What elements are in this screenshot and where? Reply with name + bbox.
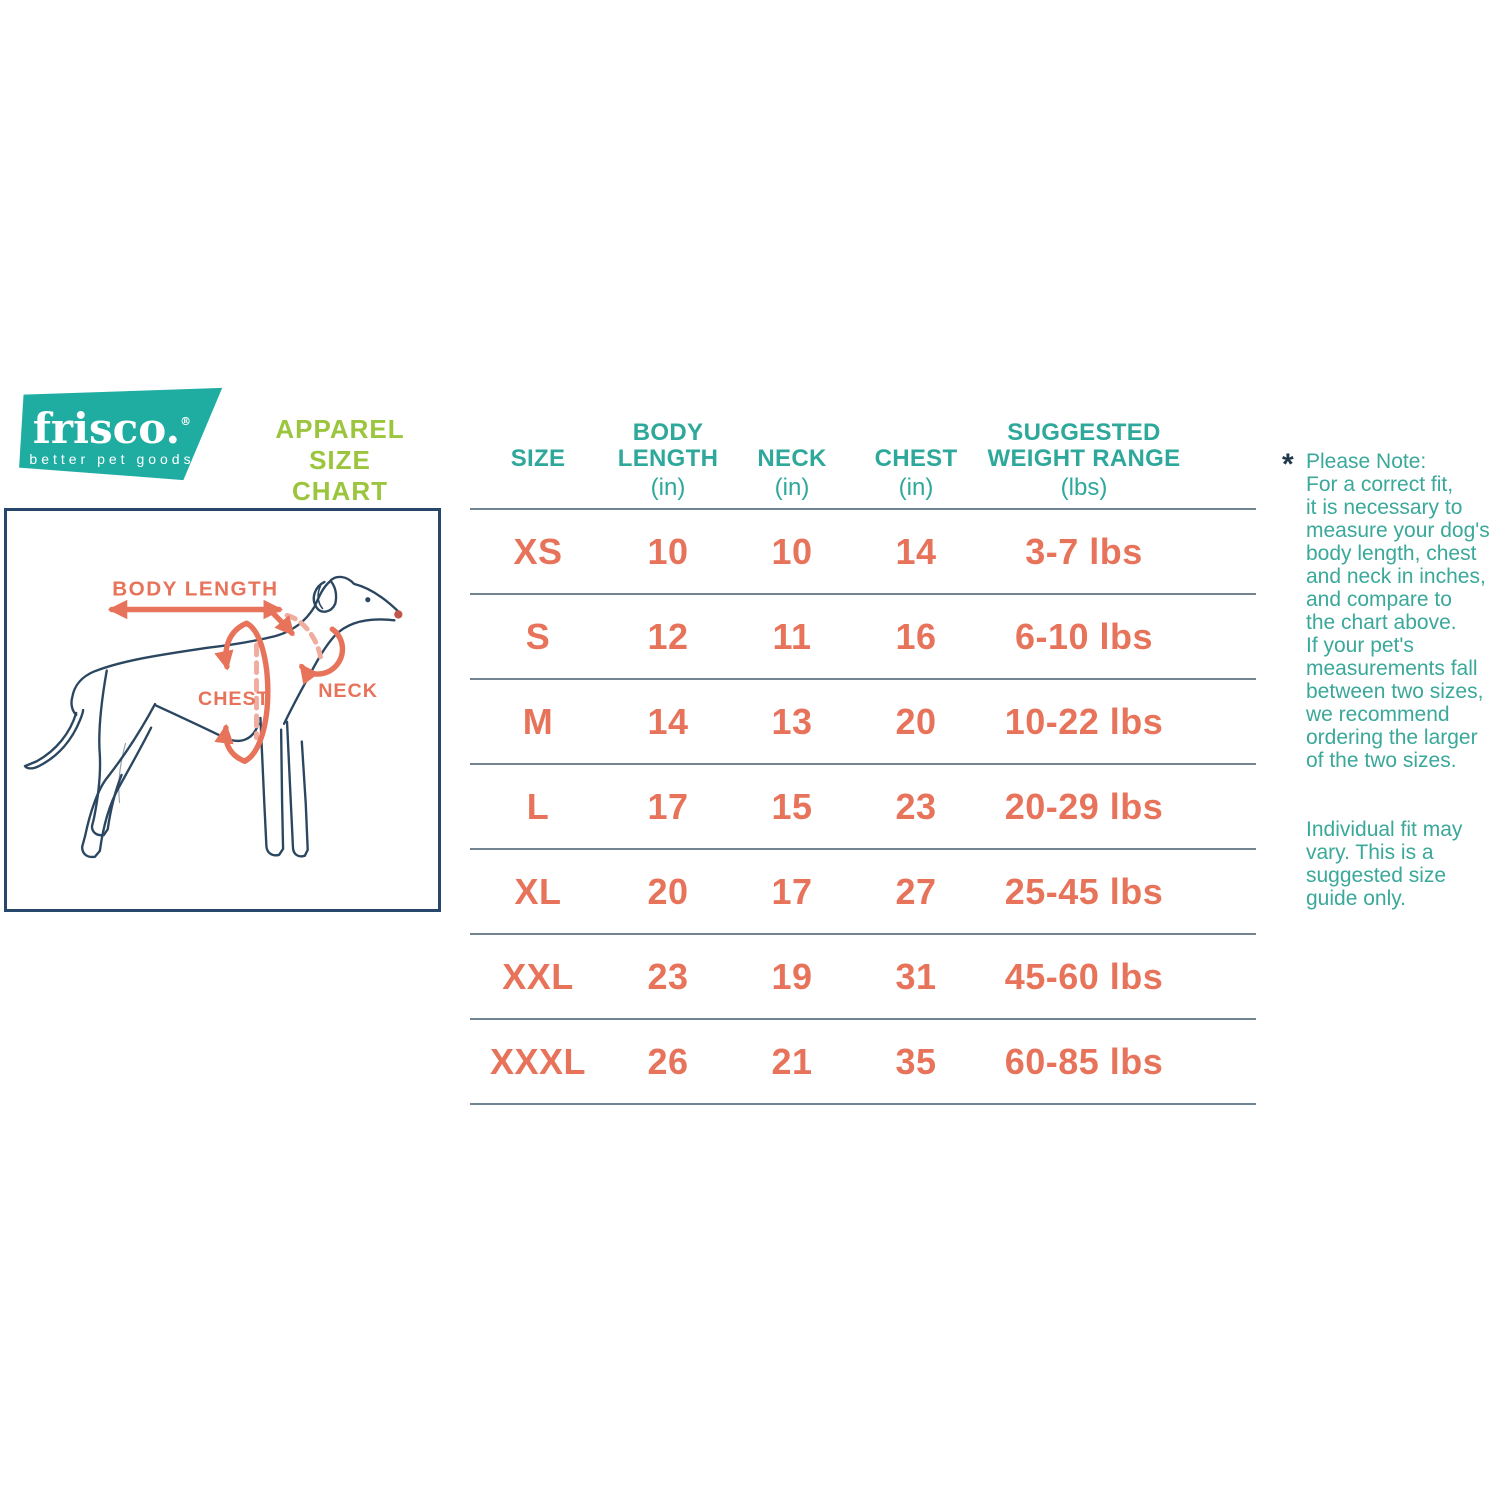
chest-arrow-down (214, 620, 250, 671)
cell-weight-range: 10-22 lbs (1004, 700, 1164, 742)
cell-weight-range: 20-29 lbs (1004, 785, 1164, 827)
cell-weight-range: 45-60 lbs (1004, 955, 1164, 997)
cell-size: M (522, 700, 554, 742)
cell-neck: 10 (771, 530, 813, 572)
chart-title: APPAREL SIZE CHART (262, 414, 418, 507)
header-chest: CHEST (in) (874, 445, 958, 502)
cell-neck: 17 (771, 870, 813, 912)
table-header-row: SIZE BODY LENGTH (in) NECK (in) CHEST (i… (470, 398, 1256, 510)
cell-body-length: 10 (647, 530, 689, 572)
chart-title-line2: SIZE CHART (292, 445, 388, 506)
table-row: XS 10 10 14 3-7 lbs (470, 510, 1256, 595)
registered-mark: ® (180, 414, 192, 428)
table-row: XXL 23 19 31 45-60 lbs (470, 935, 1256, 1020)
body-length-label: BODY LENGTH (112, 578, 278, 601)
header-neck: NECK (in) (757, 445, 827, 502)
cell-body-length: 12 (647, 615, 689, 657)
measurement-diagram: BODY LENGTH CHEST NECK (4, 508, 441, 912)
table-row: L 17 15 23 20-29 lbs (470, 765, 1256, 850)
cell-size: XS (513, 530, 563, 572)
dog-nose (394, 610, 403, 619)
neck-small-arrow (270, 610, 295, 637)
asterisk: * (1282, 448, 1294, 481)
chest-annotation: CHEST (198, 620, 271, 764)
cell-chest: 27 (895, 870, 937, 912)
cell-size: L (526, 785, 550, 827)
cell-size: XXL (502, 955, 574, 997)
cell-chest: 20 (895, 700, 937, 742)
cell-body-length: 14 (647, 700, 689, 742)
neck-annotation: NECK (270, 610, 378, 702)
cell-chest: 35 (895, 1040, 937, 1082)
dog-outline (23, 575, 403, 859)
cell-chest: 31 (895, 955, 937, 997)
brand-tagline: better pet goods (29, 450, 195, 467)
note: * Please Note: For a correct fit, it is … (1282, 448, 1500, 910)
dog-eye (365, 597, 371, 603)
cell-body-length: 26 (647, 1040, 689, 1082)
brand-name: frisco.® (33, 402, 191, 449)
cell-body-length: 23 (647, 955, 689, 997)
table-row: XL 20 17 27 25-45 lbs (470, 850, 1256, 935)
cell-weight-range: 6-10 lbs (1014, 615, 1154, 657)
header-weight-range: SUGGESTED WEIGHT RANGE (lbs) (987, 419, 1181, 502)
cell-neck: 21 (771, 1040, 813, 1082)
table-body: XS 10 10 14 3-7 lbs S 12 11 16 6-10 lbs … (470, 510, 1256, 1105)
cell-body-length: 20 (647, 870, 689, 912)
neck-label: NECK (318, 680, 378, 702)
cell-chest: 16 (895, 615, 937, 657)
chest-label: CHEST (198, 688, 270, 710)
chest-ellipse-arc (241, 620, 271, 764)
chest-arrow-up (214, 723, 248, 764)
cell-chest: 14 (895, 530, 937, 572)
body-length-annotation: BODY LENGTH (107, 578, 284, 620)
chart-title-line1: APPAREL (275, 414, 405, 444)
table-row: XXXL 26 21 35 60-85 lbs (470, 1020, 1256, 1105)
cell-size: XXXL (489, 1040, 587, 1082)
cell-neck: 13 (771, 700, 813, 742)
brand-name-text: frisco. (32, 403, 181, 453)
cell-neck: 11 (772, 615, 812, 657)
cell-neck: 19 (771, 955, 813, 997)
note-paragraph-2: Individual fit may vary. This is a sugge… (1306, 818, 1463, 910)
frisco-logo: frisco.® better pet goods (19, 387, 223, 481)
size-table: SIZE BODY LENGTH (in) NECK (in) CHEST (i… (470, 398, 1256, 1105)
cell-weight-range: 3-7 lbs (1025, 530, 1143, 572)
cell-body-length: 17 (647, 785, 689, 827)
cell-neck: 15 (771, 785, 813, 827)
cell-weight-range: 60-85 lbs (1004, 1040, 1164, 1082)
note-paragraph-1: Please Note: For a correct fit, it is ne… (1306, 450, 1490, 772)
cell-size: XL (514, 870, 562, 912)
cell-chest: 23 (895, 785, 937, 827)
header-size: SIZE (510, 445, 566, 472)
dog-diagram-svg: BODY LENGTH CHEST NECK (23, 575, 403, 859)
header-body-length: BODY LENGTH (in) (617, 419, 719, 502)
neck-ellipse-arrow (299, 626, 346, 685)
cell-size: S (525, 615, 551, 657)
table-row: M 14 13 20 10-22 lbs (470, 680, 1256, 765)
table-row: S 12 11 16 6-10 lbs (470, 595, 1256, 680)
cell-weight-range: 25-45 lbs (1004, 870, 1164, 912)
